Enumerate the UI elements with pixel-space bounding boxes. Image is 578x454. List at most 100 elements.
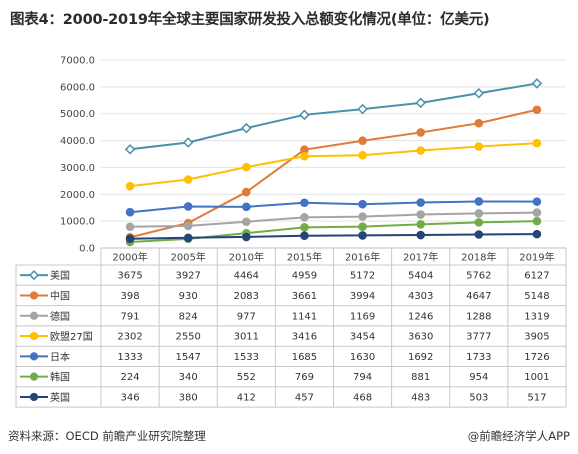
data-point	[357, 103, 368, 115]
table-cell-value: 1246	[408, 311, 433, 322]
x-tick-label: 2017年	[403, 251, 438, 264]
y-tick-label: 7000.0	[60, 56, 95, 67]
data-point	[300, 231, 309, 241]
y-tick-label: 6000.0	[60, 82, 95, 93]
table-cell-value: 3011	[234, 332, 259, 343]
y-tick-label: 3000.0	[60, 163, 95, 174]
y-tick-label: 1000.0	[60, 217, 95, 228]
brand-credit: @前瞻经济学人APP	[468, 428, 570, 444]
y-axis-ticks: 0.0 1000.0 2000.0 3000.0 4000.0 5000.0 6000.0 7…	[60, 56, 95, 255]
brand-name: 前瞻经济学人APP	[479, 429, 570, 443]
table-cell-value: 4464	[234, 271, 259, 282]
legend-label: 韩国	[50, 371, 70, 384]
y-tick-label: 2000.0	[60, 190, 95, 201]
table-cell-value: 1141	[292, 311, 317, 322]
table-cell-value: 5172	[350, 271, 375, 282]
y-tick-label: 0.0	[79, 244, 95, 255]
data-point	[300, 223, 309, 232]
table-cell-value: 483	[411, 392, 430, 403]
table-cell-value: 5762	[466, 271, 491, 282]
legend-label: 德国	[50, 310, 70, 323]
table-cell-value: 1547	[175, 352, 200, 363]
data-point	[532, 138, 542, 148]
table-cell-value: 3994	[350, 291, 375, 302]
data-point	[473, 87, 485, 99]
data-point	[125, 207, 135, 217]
table-cell-value: 1630	[350, 352, 375, 363]
data-point	[124, 144, 136, 155]
table-cell-value: 1288	[466, 311, 491, 322]
table-cell-value: 2550	[175, 332, 200, 343]
data-point	[125, 234, 135, 244]
data-point	[242, 202, 251, 212]
table-cell-value: 224	[121, 372, 140, 383]
table-cell-value: 3454	[350, 332, 375, 343]
table-cell-value: 954	[469, 372, 488, 383]
data-point	[242, 162, 251, 172]
at-icon: @	[467, 429, 480, 443]
data-point	[416, 146, 425, 155]
data-point	[532, 105, 542, 115]
x-tick-label: 2018年	[461, 251, 496, 264]
table-cell-value: 3630	[408, 332, 433, 343]
table-cell-value: 3661	[292, 291, 317, 302]
data-point	[242, 232, 251, 242]
table-cell-value: 3777	[466, 332, 491, 343]
data-point	[241, 122, 252, 134]
data-point	[532, 216, 542, 226]
x-tick-label: 2019年	[519, 251, 554, 264]
data-point	[532, 208, 542, 217]
x-tick-label: 2005年	[170, 251, 205, 264]
table-cell-value: 398	[121, 291, 140, 302]
data-point	[474, 209, 484, 218]
series-line	[129, 82, 538, 151]
data-point	[358, 150, 367, 160]
series-lines	[124, 78, 543, 247]
data-point	[183, 221, 193, 231]
table-cell-value: 3927	[175, 271, 200, 282]
table-cell-value: 930	[179, 291, 198, 302]
data-point	[358, 136, 367, 146]
x-tick-label: 2015年	[287, 251, 322, 264]
legend-key-marker	[29, 392, 39, 402]
table-cell-value: 1001	[524, 372, 549, 383]
table-cell-value: 5404	[408, 271, 433, 282]
data-point	[300, 151, 309, 161]
legend-key-marker	[29, 372, 39, 381]
data-point	[300, 198, 309, 208]
table-cell-value: 3416	[292, 332, 317, 343]
table-cell-value: 457	[295, 392, 314, 403]
table-cell-value: 380	[179, 392, 198, 403]
table-cell-value: 412	[237, 392, 256, 403]
table-cell-value: 2302	[117, 332, 142, 343]
legend-key-marker	[29, 331, 39, 341]
table-cell-value: 3905	[524, 332, 549, 343]
table-cell-value: 1692	[408, 352, 433, 363]
table-cell-value: 881	[411, 372, 430, 383]
table-cell-value: 1733	[466, 352, 491, 363]
data-point	[474, 197, 484, 206]
data-point	[416, 220, 425, 229]
data-point	[474, 118, 484, 128]
table-cell-value: 346	[121, 392, 140, 403]
data-point	[531, 78, 543, 89]
table-cell-value: 794	[353, 372, 372, 383]
table-cell-value: 4959	[292, 271, 317, 282]
table-cell-value: 769	[295, 372, 314, 383]
y-tick-label: 4000.0	[60, 136, 95, 147]
series-line	[130, 211, 537, 228]
series-line	[129, 142, 537, 188]
table-cell-value: 503	[469, 392, 488, 403]
data-point	[474, 218, 484, 227]
series-line	[129, 108, 538, 239]
data-point	[416, 128, 425, 137]
legend-label: 日本	[50, 350, 70, 363]
data-point	[183, 202, 193, 211]
x-tick-label: 2010年	[229, 251, 264, 264]
legend-label: 英国	[50, 391, 70, 404]
data-point	[416, 210, 425, 219]
y-tick-label: 5000.0	[60, 109, 95, 120]
table-cell-value: 824	[179, 311, 198, 322]
data-point	[474, 142, 484, 151]
data-table: 2000年 2005年 2010年 2015年 2016年 2017年 2018年 2019年…	[15, 248, 567, 408]
